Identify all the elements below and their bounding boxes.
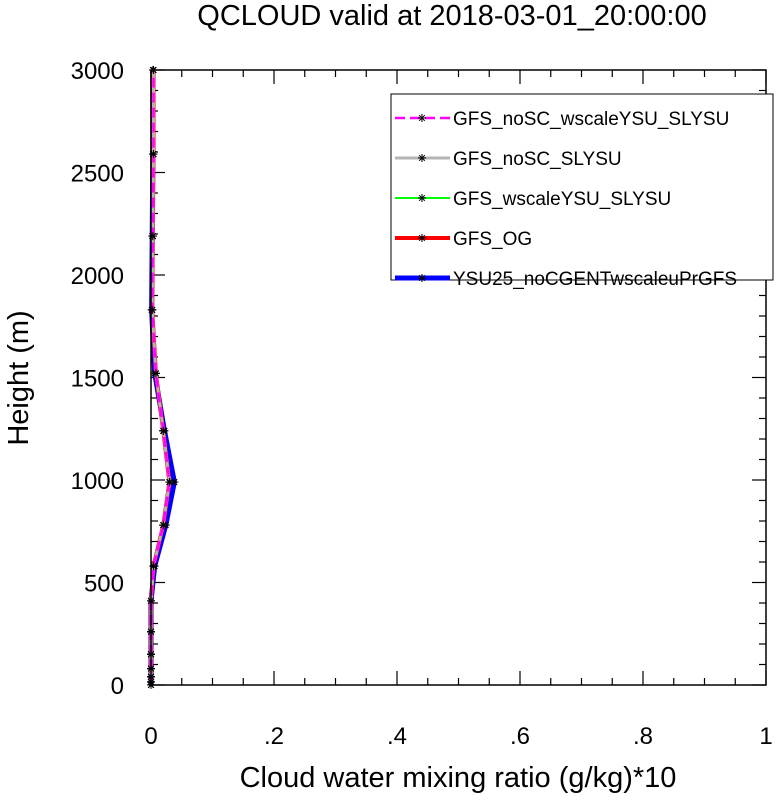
axis-ticks: 0 .2 .4 .6 .8 1 0 500 1000 1500 2000 2500 3000: [71, 58, 773, 750]
marker: [152, 370, 160, 377]
legend-label: GFS_wscaleYSU_SLYSU: [453, 189, 671, 210]
legend-entry: GFS_OG: [395, 229, 532, 250]
x-tick-label: .2: [264, 723, 284, 750]
x-tick-label: 1: [759, 723, 772, 750]
y-axis-label: Height (m): [3, 310, 35, 445]
y-tick-label: 2000: [71, 263, 124, 290]
marker: [418, 154, 426, 162]
series-line: [149, 70, 171, 685]
y-tick-label: 3000: [71, 58, 124, 85]
legend-entry: YSU25_noCGENTwscaleuPrGFS: [395, 269, 737, 290]
chart-title: QCLOUD valid at 2018-03-01_20:00:00: [197, 0, 706, 32]
marker: [160, 427, 167, 434]
legend-label: GFS_noSC_wscaleYSU_SLYSU: [453, 109, 729, 130]
x-tick-label: 0: [144, 723, 157, 750]
marker: [418, 274, 426, 282]
legend: GFS_noSC_wscaleYSU_SLYSU GFS_noSC_SLYSU GF…: [390, 93, 774, 290]
marker: [171, 478, 178, 486]
legend-entry: GFS_noSC_SLYSU: [395, 149, 622, 170]
marker: [166, 478, 173, 486]
plot-frame: [150, 69, 767, 686]
y-tick-label: 2500: [71, 161, 124, 188]
legend-entry: GFS_noSC_wscaleYSU_SLYSU: [395, 109, 729, 130]
y-tick-label: 1000: [71, 468, 124, 495]
marker: [160, 521, 167, 529]
legend-entry: GFS_wscaleYSU_SLYSU: [395, 189, 671, 210]
x-tick-label: .8: [633, 723, 653, 750]
x-axis-label: Cloud water mixing ratio (g/kg)*10: [240, 762, 677, 794]
x-tick-label: .4: [387, 723, 407, 750]
legend-label: GFS_OG: [453, 229, 532, 250]
legend-label: GFS_noSC_SLYSU: [453, 149, 622, 170]
marker: [418, 194, 426, 202]
marker: [418, 114, 426, 122]
y-tick-label: 0: [111, 673, 124, 700]
legend-label: YSU25_noCGENTwscaleuPrGFS: [453, 269, 737, 290]
y-tick-label: 500: [84, 571, 124, 598]
legend-box: [390, 93, 774, 281]
x-tick-label: .6: [510, 723, 530, 750]
y-tick-label: 1500: [71, 366, 124, 393]
marker: [418, 234, 426, 242]
